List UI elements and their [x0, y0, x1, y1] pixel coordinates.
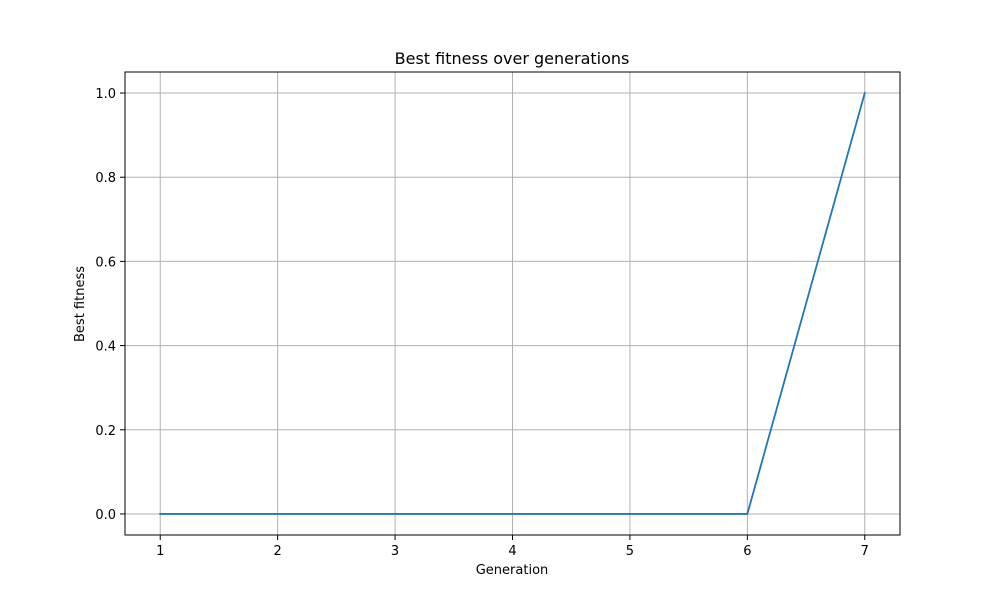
plot-area: [120, 71, 901, 540]
chart-title: Best fitness over generations: [395, 49, 630, 68]
series-layer: [159, 91, 866, 515]
x-tick-label: 5: [626, 544, 634, 559]
x-tick-label: 6: [743, 544, 751, 559]
x-tick-label: 2: [274, 544, 282, 559]
y-tick-label: 1.0: [95, 87, 116, 102]
y-axis-label: Best fitness: [73, 266, 88, 342]
x-tick-label: 1: [156, 544, 164, 559]
y-tick-label: 0.4: [95, 340, 116, 355]
x-axis-label: Generation: [476, 563, 549, 578]
y-tick-label: 0.8: [95, 171, 116, 186]
grid-lines: [125, 72, 900, 535]
tick-marks: [120, 92, 866, 540]
series-line: [159, 91, 866, 515]
x-tick-label: 4: [508, 544, 516, 559]
y-tick-label: 0.6: [95, 255, 116, 270]
x-tick-label: 3: [391, 544, 399, 559]
y-tick-label: 0.0: [95, 508, 116, 523]
y-tick-label: 0.2: [95, 424, 116, 439]
x-tick-label: 7: [861, 544, 869, 559]
